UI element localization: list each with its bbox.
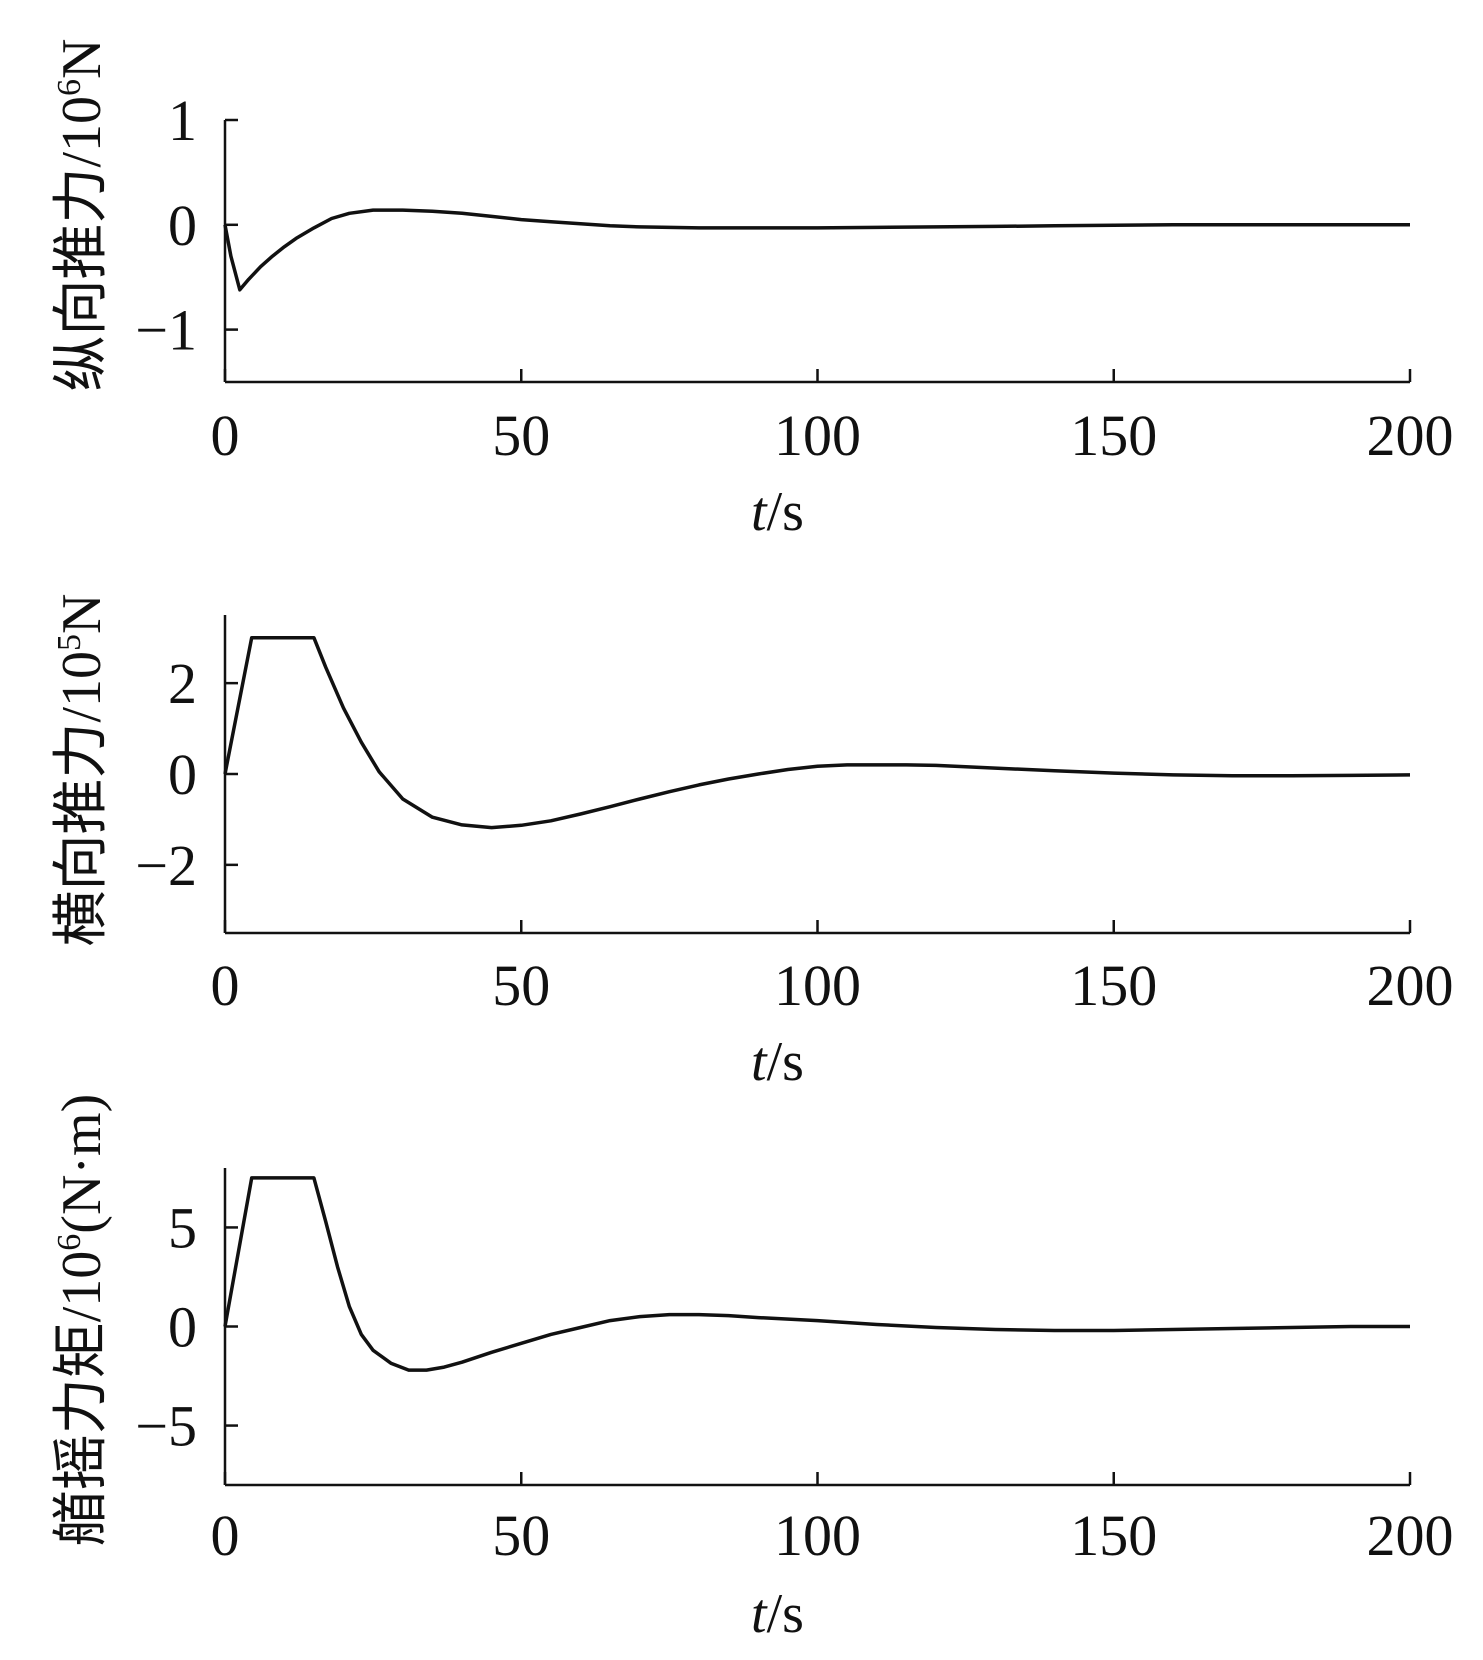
x-tick-label: 100 [774, 953, 861, 1018]
y-axis-title-main: 纵向推力/10 [51, 96, 113, 392]
x-tick-label: 150 [1070, 1503, 1157, 1568]
x-tick-label: 50 [492, 1503, 550, 1568]
x-tick-label: 50 [492, 953, 550, 1018]
x-tick-label: 200 [1367, 1503, 1454, 1568]
y-axis-title-tail: N [51, 38, 113, 78]
y-axis-title-sup: 6 [51, 79, 88, 96]
x-axis-title-var: t [751, 1583, 768, 1645]
x-tick-label: 50 [492, 403, 550, 468]
y-tick-label: 2 [168, 651, 197, 716]
x-tick-label: 100 [774, 403, 861, 468]
x-axis-title-var: t [751, 1031, 768, 1093]
y-tick-label: −1 [135, 298, 197, 363]
x-axis-title: t/s [751, 1583, 804, 1645]
series-line-yaw-moment-0 [223, 1176, 1410, 1372]
y-axis-title: 横向推力/105N [51, 593, 113, 946]
x-tick-label: 0 [211, 1503, 240, 1568]
y-axis-title: 纵向推力/106N [51, 38, 113, 391]
x-axis-title-var: t [751, 481, 768, 543]
y-tick-label: 5 [168, 1195, 197, 1260]
x-tick-label: 200 [1367, 953, 1454, 1018]
y-tick-label: 0 [168, 742, 197, 807]
y-tick-label: 1 [168, 88, 197, 153]
y-tick-label: 0 [168, 193, 197, 258]
x-axis-title-unit: /s [767, 1031, 804, 1093]
y-axis-title: 艏摇力矩/106(N·m) [51, 1094, 113, 1547]
x-axis-title: t/s [751, 1031, 804, 1093]
series-line-sway-thrust-0 [223, 635, 1411, 830]
y-axis-title-main: 艏摇力矩/10 [51, 1251, 113, 1547]
y-axis-title-main: 横向推力/10 [51, 651, 113, 947]
x-axis-title-unit: /s [767, 1583, 804, 1645]
x-axis-title-unit: /s [767, 481, 804, 543]
x-axis-title: t/s [751, 481, 804, 543]
x-tick-label: 100 [774, 1503, 861, 1568]
y-axis-title-tail: N [51, 593, 113, 633]
x-tick-label: 150 [1070, 403, 1157, 468]
y-tick-label: −5 [135, 1394, 197, 1459]
y-axis-title-sup: 6 [51, 1234, 88, 1251]
series-line-surge-thrust-0 [223, 208, 1410, 292]
y-axis-title-tail: (N·m) [51, 1094, 113, 1234]
x-tick-label: 150 [1070, 953, 1157, 1018]
x-tick-label: 0 [211, 953, 240, 1018]
y-tick-label: −2 [135, 833, 197, 898]
y-tick-label: 0 [168, 1295, 197, 1360]
x-tick-label: 200 [1367, 403, 1454, 468]
x-tick-label: 0 [211, 403, 240, 468]
y-axis-title-sup: 5 [51, 634, 88, 651]
